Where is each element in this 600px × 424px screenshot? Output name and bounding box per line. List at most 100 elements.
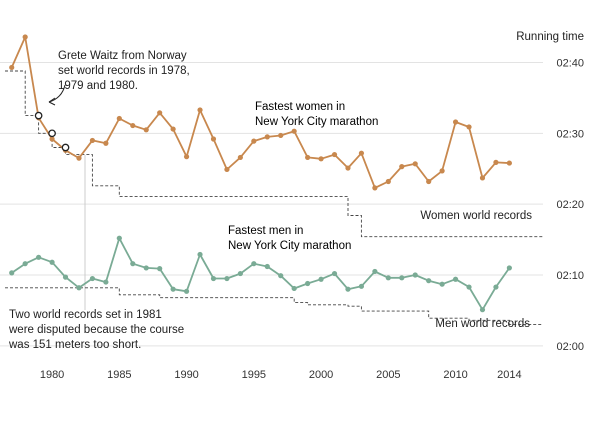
women-point <box>210 136 217 142</box>
men-point <box>493 284 499 290</box>
women-point <box>224 166 230 173</box>
y-tick-label: 02:20 <box>556 199 584 211</box>
women-point <box>197 107 203 113</box>
y-tick-label: 02:00 <box>556 341 584 353</box>
men-series-label-line-2: New York City marathon <box>228 240 351 252</box>
x-tick-label: 2014 <box>497 369 521 381</box>
men-point <box>197 251 203 258</box>
men-point <box>157 266 163 272</box>
women-point <box>479 175 486 181</box>
men-world-record-line <box>5 287 543 326</box>
women-point <box>183 154 190 160</box>
women-point <box>9 64 15 71</box>
waitz-record-point <box>34 111 43 120</box>
men-point <box>372 268 378 275</box>
women-point <box>318 156 324 162</box>
men-point <box>9 270 15 276</box>
women-point <box>305 154 311 161</box>
race-result-lines <box>10 36 511 311</box>
y-tick-label: 02:40 <box>556 58 584 70</box>
men-point <box>385 275 391 281</box>
women-point <box>439 168 445 174</box>
men-point <box>412 272 418 278</box>
women-point <box>345 165 351 171</box>
women-point <box>76 155 82 161</box>
waitz-text: Grete Waitz from Norway set world record… <box>58 50 193 92</box>
waitz-annotation: Grete Waitz from Norway set world record… <box>48 50 193 106</box>
women-point <box>466 124 472 130</box>
men-point <box>278 273 284 279</box>
men-point <box>452 276 459 282</box>
men-point <box>89 275 96 282</box>
men-point <box>506 265 512 271</box>
y-tick-label: 02:10 <box>556 270 584 282</box>
women-point <box>358 150 365 156</box>
y-axis: 02:00 02:10 02:20 02:30 02:40 <box>556 58 584 353</box>
women-point <box>251 138 257 144</box>
men-point <box>479 307 486 313</box>
men-point <box>143 265 149 271</box>
disputed-note-line-1: Two world records set in 1981 <box>9 309 162 321</box>
waitz-pointer-arrowhead <box>48 97 56 106</box>
x-tick-label: 1985 <box>107 369 131 381</box>
women-records-label: Women world records <box>420 210 532 222</box>
women-point <box>143 127 149 133</box>
x-axis: 1980 1985 1990 1995 2000 2005 2010 2014 <box>40 369 522 381</box>
men-point <box>264 263 270 270</box>
women-point <box>385 178 391 185</box>
y-tick-label: 02:30 <box>556 128 584 140</box>
x-tick-label: 1990 <box>174 369 198 381</box>
men-point <box>130 261 136 267</box>
women-point <box>116 115 122 122</box>
men-point <box>345 286 351 292</box>
women-point <box>493 159 499 165</box>
disputed-note: Two world records set in 1981 were dispu… <box>8 309 187 351</box>
waitz-record-point <box>61 143 70 152</box>
men-point <box>49 259 55 265</box>
x-tick-label: 1995 <box>242 369 266 381</box>
women-point <box>130 122 136 129</box>
men-point <box>399 275 405 281</box>
x-tick-label: 2010 <box>443 369 467 381</box>
men-point <box>439 281 445 287</box>
women-point <box>412 161 418 167</box>
waitz-text-line-1: Grete Waitz from Norway <box>58 50 187 62</box>
men-point <box>224 275 230 282</box>
men-point <box>22 261 28 267</box>
women-point <box>237 154 243 161</box>
women-series-label: Fastest women in New York City marathon <box>255 101 378 128</box>
women-point <box>89 137 96 144</box>
men-point <box>36 254 42 260</box>
men-series-label: Fastest men in New York City marathon <box>228 225 351 252</box>
men-point <box>62 274 69 280</box>
women-series-label-line-2: New York City marathon <box>255 116 378 128</box>
men-point <box>331 270 338 277</box>
women-point <box>399 164 405 170</box>
women-point <box>22 34 28 40</box>
race-result-points <box>9 34 512 313</box>
women-point <box>170 126 176 132</box>
waitz-text-line-3: 1979 and 1980. <box>58 80 138 92</box>
men-point <box>251 261 257 267</box>
women-point <box>49 136 55 142</box>
women-point <box>291 128 297 134</box>
men-records-label: Men world records <box>435 318 530 330</box>
women-point <box>372 185 378 191</box>
women-point <box>264 134 270 140</box>
men-point <box>103 279 109 285</box>
women-series-label-line-1: Fastest women in <box>255 101 345 113</box>
men-point <box>210 275 217 282</box>
men-point <box>116 235 122 241</box>
women-point <box>278 132 284 139</box>
disputed-note-line-2: were disputed because the course <box>8 324 184 336</box>
men-point <box>358 283 365 289</box>
x-tick-label: 2005 <box>376 369 400 381</box>
women-point <box>452 119 459 125</box>
men-point <box>170 286 176 292</box>
men-point <box>237 270 243 277</box>
x-tick-label: 2000 <box>309 369 333 381</box>
women-point <box>103 140 109 146</box>
waitz-text-line-2: set world records in 1978, <box>58 65 190 77</box>
waitz-record-point <box>48 129 56 138</box>
men-series-label-line-1: Fastest men in <box>228 225 303 237</box>
